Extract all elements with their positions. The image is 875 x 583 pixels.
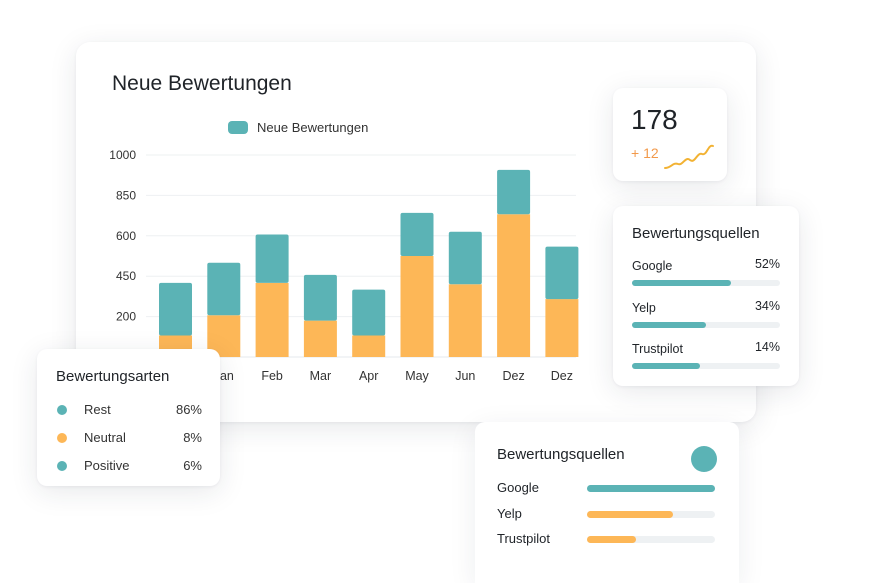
x-tick-label: Apr	[359, 369, 378, 383]
type-dot-icon	[57, 433, 67, 443]
source-row-yelp[interactable]: Yelp 34%	[632, 299, 780, 328]
type-dot-icon	[57, 461, 67, 471]
source-percent: 14%	[754, 340, 780, 354]
type-label: Neutral	[84, 430, 126, 445]
review-types-card: Bewertungsarten Rest 86% Neutral 8% Posi…	[37, 349, 220, 486]
bar-segment-orange[interactable]	[255, 282, 289, 357]
source-bar-track	[632, 322, 780, 328]
bar-segment-teal[interactable]	[255, 234, 289, 283]
source-percent: 34%	[754, 299, 780, 313]
source2-bar-fill	[587, 485, 715, 492]
source2-bar-track	[587, 536, 715, 543]
kpi-value: 178	[631, 104, 678, 135]
sources2-title: Bewertungsquellen	[497, 446, 625, 463]
bar-segment-teal[interactable]	[207, 262, 241, 316]
status-dot-icon	[691, 446, 717, 472]
bar-segment-orange[interactable]	[400, 256, 434, 357]
bar-segment-teal[interactable]	[448, 231, 482, 285]
bar-segment-teal[interactable]	[545, 246, 579, 300]
bar-segment-orange[interactable]	[448, 284, 482, 357]
bar-chart: 1000850600450200JanJanFebMarAprMayJunDez…	[109, 148, 579, 383]
source-percent: 52%	[754, 257, 780, 271]
source-name: Trustpilot	[632, 342, 683, 356]
bar-segment-orange[interactable]	[352, 335, 386, 357]
legend-label: Neue Bewertungen	[257, 120, 369, 135]
source-bar-fill	[632, 322, 706, 328]
type-value: 8%	[183, 430, 202, 445]
bar-segment-teal[interactable]	[303, 274, 337, 321]
source-bar-track	[632, 280, 780, 286]
review-sources-card: Bewertungsquellen Google 52% Yelp 34% Tr…	[613, 206, 799, 386]
source-row-google[interactable]: Google 52%	[632, 257, 780, 286]
review-sources-card-secondary: Bewertungsquellen Google Yelp Trustpilot	[475, 422, 739, 583]
x-tick-label: Dez	[502, 369, 524, 383]
type-label: Positive	[84, 458, 130, 473]
sparkline-icon	[664, 144, 714, 169]
x-tick-label: Feb	[261, 369, 283, 383]
x-tick-label: Jun	[455, 369, 475, 383]
x-tick-label: May	[405, 369, 429, 383]
bar-segment-orange[interactable]	[497, 214, 531, 357]
type-dot-icon	[57, 405, 67, 415]
y-tick-label: 450	[116, 269, 136, 283]
y-tick-label: 200	[116, 310, 136, 324]
sources-title: Bewertungsquellen	[632, 225, 760, 242]
bar-segment-teal[interactable]	[159, 282, 192, 336]
bar-segment-orange[interactable]	[545, 299, 579, 357]
y-tick-label: 600	[116, 229, 136, 243]
source-row-trustpilot[interactable]: Trustpilot 14%	[632, 340, 780, 369]
kpi-card: 178 + 12	[613, 88, 727, 181]
bar-segment-teal[interactable]	[352, 289, 386, 336]
chart-legend[interactable]: Neue Bewertungen	[228, 120, 368, 135]
types-title: Bewertungsarten	[56, 368, 170, 385]
bar-segment-orange[interactable]	[303, 320, 337, 357]
source2-bar-fill	[587, 536, 636, 543]
source-name: Google	[632, 259, 673, 273]
source2-bar-track	[587, 485, 715, 492]
source2-name: Google	[497, 480, 539, 495]
bar-segment-teal[interactable]	[400, 212, 434, 256]
legend-swatch	[228, 121, 248, 134]
x-tick-label: Mar	[310, 369, 332, 383]
source2-name: Trustpilot	[497, 531, 550, 546]
source-bar-fill	[632, 280, 732, 286]
type-value: 6%	[183, 458, 202, 473]
source2-bar-track	[587, 511, 715, 518]
source2-name: Yelp	[497, 506, 522, 521]
x-tick-label: Dez	[551, 369, 573, 383]
type-value: 86%	[175, 402, 202, 417]
source-name: Yelp	[632, 301, 656, 315]
chart-title: Neue Bewertungen	[112, 72, 292, 95]
source-bar-fill	[632, 363, 701, 369]
source2-bar-fill	[587, 511, 673, 518]
source-bar-track	[632, 363, 780, 369]
type-label: Rest	[84, 402, 111, 417]
bar-segment-teal[interactable]	[497, 169, 531, 215]
y-tick-label: 1000	[109, 148, 136, 162]
y-tick-label: 850	[116, 188, 136, 202]
kpi-delta: + 12	[631, 145, 659, 161]
